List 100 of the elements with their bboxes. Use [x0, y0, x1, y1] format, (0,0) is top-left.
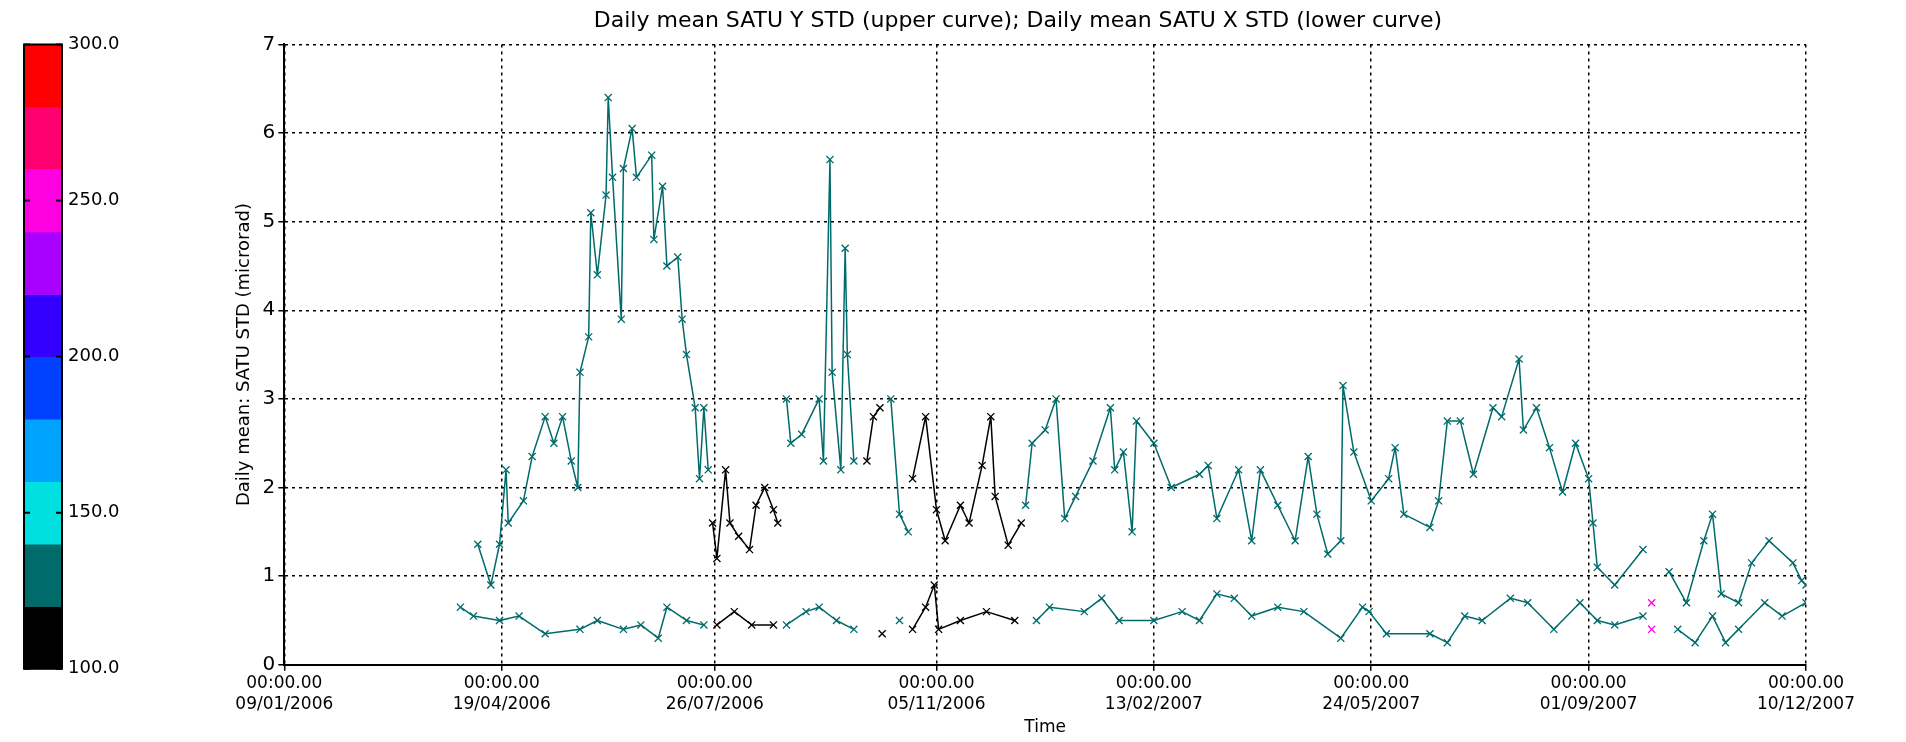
point: [1488, 403, 1498, 412]
point: [627, 124, 637, 133]
point: [814, 603, 824, 612]
point: [1273, 501, 1282, 510]
point: [1323, 549, 1332, 559]
point: [747, 620, 756, 630]
point: [1247, 611, 1256, 621]
point: [832, 616, 841, 625]
point: [486, 580, 496, 590]
point: [1167, 483, 1176, 492]
point: [1571, 439, 1580, 448]
point: [1367, 496, 1376, 506]
x-axis-title: Time: [1023, 716, 1066, 737]
y-axis-title: Daily mean: SATU STD (microrad): [232, 203, 254, 507]
point: [932, 505, 941, 514]
x-tick-label: 00:00.00 24/05/2007: [1322, 672, 1421, 713]
point: [662, 261, 672, 271]
point: [1349, 447, 1359, 457]
point: [1017, 518, 1026, 528]
color-bar-label: 300.0: [68, 32, 120, 54]
point: [504, 518, 513, 528]
point: [1647, 598, 1656, 607]
point: [1195, 470, 1204, 479]
point: [1080, 607, 1089, 616]
point: [1273, 603, 1282, 612]
point: [1610, 620, 1619, 630]
point: [1384, 474, 1393, 483]
point: [1338, 381, 1348, 390]
point: [541, 412, 550, 421]
point: [1114, 616, 1124, 625]
point: [1734, 598, 1743, 607]
point: [1390, 443, 1400, 452]
point: [930, 580, 939, 590]
point: [658, 182, 667, 191]
point: [1195, 616, 1204, 625]
point: [575, 368, 585, 377]
point: [956, 501, 965, 510]
point: [921, 603, 930, 612]
point: [1469, 470, 1478, 479]
point: [647, 151, 656, 160]
point: [797, 430, 806, 439]
point: [649, 235, 659, 244]
point: [1443, 638, 1452, 647]
point: [1717, 589, 1726, 599]
point: [745, 545, 754, 554]
point: [695, 474, 704, 483]
point: [549, 439, 559, 448]
point: [1760, 598, 1769, 607]
point: [1364, 607, 1374, 616]
point: [934, 625, 943, 634]
point: [990, 492, 1000, 501]
point: [1610, 580, 1619, 590]
y-tick-label: 0: [262, 651, 276, 675]
point: [1506, 594, 1515, 603]
point: [541, 629, 550, 638]
point: [601, 190, 611, 200]
point: [940, 536, 950, 545]
point: [1797, 576, 1806, 585]
point: [1708, 611, 1717, 621]
point: [495, 616, 504, 625]
point: [1425, 629, 1435, 638]
x-tick-label: 00:00.00 09/01/2006: [235, 672, 334, 713]
point: [604, 93, 613, 102]
point: [1004, 540, 1013, 550]
point: [877, 629, 887, 638]
point: [843, 350, 852, 359]
point: [725, 518, 735, 528]
point: [1234, 465, 1243, 474]
point: [1149, 616, 1159, 625]
point: [514, 611, 524, 621]
point: [836, 465, 846, 474]
point: [986, 412, 995, 421]
point: [1575, 598, 1585, 607]
y-tick-label: 1: [262, 562, 276, 587]
point: [1588, 518, 1598, 528]
color-bar-label: 150.0: [68, 500, 120, 522]
point: [586, 208, 596, 217]
point: [1747, 558, 1756, 568]
point: [1097, 594, 1106, 603]
point: [801, 607, 811, 616]
point: [1010, 616, 1019, 625]
point: [708, 518, 717, 528]
point: [1256, 465, 1265, 474]
point: [1027, 439, 1037, 448]
point: [636, 620, 646, 630]
point: [1456, 416, 1465, 426]
point: [760, 483, 769, 492]
point: [1477, 616, 1487, 625]
point: [1593, 563, 1602, 572]
point: [1304, 452, 1313, 461]
point: [849, 625, 859, 634]
y-tick-label: 3: [262, 385, 276, 410]
point: [1764, 536, 1774, 545]
point: [1638, 611, 1648, 621]
point: [956, 616, 965, 625]
point: [734, 532, 743, 541]
point: [869, 412, 878, 421]
point: [1638, 545, 1648, 554]
point: [1021, 501, 1030, 510]
point: [895, 509, 904, 519]
